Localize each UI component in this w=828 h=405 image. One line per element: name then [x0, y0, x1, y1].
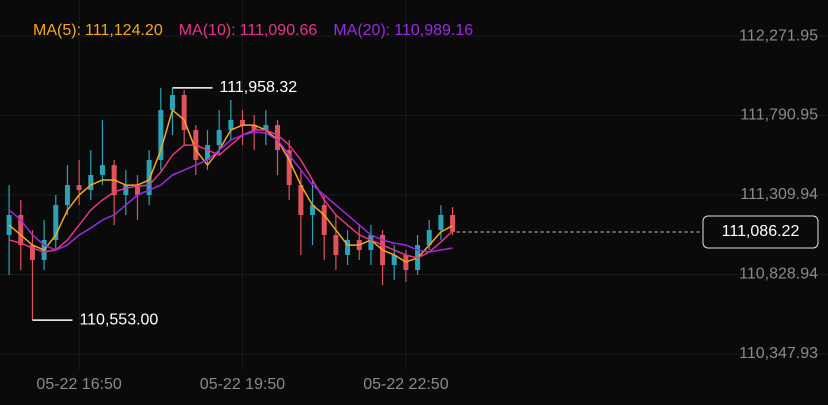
candle-body: [438, 214, 444, 231]
candle-body: [426, 230, 432, 246]
candle-body: [228, 119, 234, 131]
candle-body: [321, 205, 327, 235]
candle-body: [333, 234, 339, 255]
candle-body: [6, 214, 12, 235]
legend-entry: MA(20)110,989.16: [333, 22, 481, 39]
x-tick-label: 05-22 16:50: [36, 376, 122, 393]
candle-body: [368, 234, 374, 251]
candle-body: [123, 185, 129, 195]
candle-body: [88, 175, 94, 191]
y-tick-label: 112,271.95: [739, 27, 818, 44]
candle-body: [391, 254, 397, 266]
candle-body: [64, 185, 70, 206]
candle-body: [158, 110, 164, 160]
annotation-label: 110,553.00: [79, 311, 158, 328]
legend-name: MA(20): [333, 22, 390, 39]
candle-body: [134, 185, 140, 195]
y-tick-label: 110,828.94: [739, 266, 818, 283]
legend-name: MA(10): [179, 22, 236, 39]
candle-body: [263, 125, 269, 131]
legend: MA(5)111,124.20 MA(10)111,090.66 MA(20)110…: [33, 22, 489, 40]
last-price-box: [702, 215, 819, 249]
candle-body: [76, 185, 82, 191]
y-tick-label: 111,309.94: [740, 186, 818, 203]
ma-line: [8, 129, 454, 259]
candle-body: [345, 239, 351, 255]
candle-body: [216, 130, 222, 146]
ma-line: [8, 109, 453, 263]
candle-body: [298, 185, 304, 215]
candle-body: [29, 245, 35, 260]
candle-body: [275, 125, 281, 151]
candle-body: [450, 214, 456, 232]
annotation-label: 111,958.32: [219, 79, 297, 96]
last-price-label: 111,086.22: [722, 223, 800, 240]
legend-entry: MA(10)111,090.66: [179, 22, 326, 39]
candle-body: [205, 145, 211, 160]
candle-body: [240, 119, 246, 126]
legend-value: 111,090.66: [239, 22, 318, 39]
legend-value: 111,124.20: [85, 22, 163, 39]
y-tick-label: 111,790.95: [740, 107, 818, 124]
y-tick-label: 110,347.93: [739, 345, 818, 362]
legend-entry: MA(5)111,124.20: [33, 22, 171, 39]
ma-line: [8, 131, 453, 253]
candle-body: [53, 205, 59, 240]
candle-body: [251, 125, 257, 131]
legend-value: 110,989.16: [394, 22, 474, 39]
candle-body: [18, 214, 24, 246]
legend-name: MA(5): [33, 22, 81, 39]
candle-body: [181, 95, 187, 131]
x-tick-label: 05-22 19:50: [200, 376, 286, 393]
candle-body: [169, 95, 175, 111]
x-tick-label: 05-22 22:50: [363, 376, 449, 393]
candle-body: [286, 150, 292, 186]
candle-body: [310, 205, 316, 215]
candle-body: [99, 165, 105, 176]
candle-body: [146, 159, 152, 195]
